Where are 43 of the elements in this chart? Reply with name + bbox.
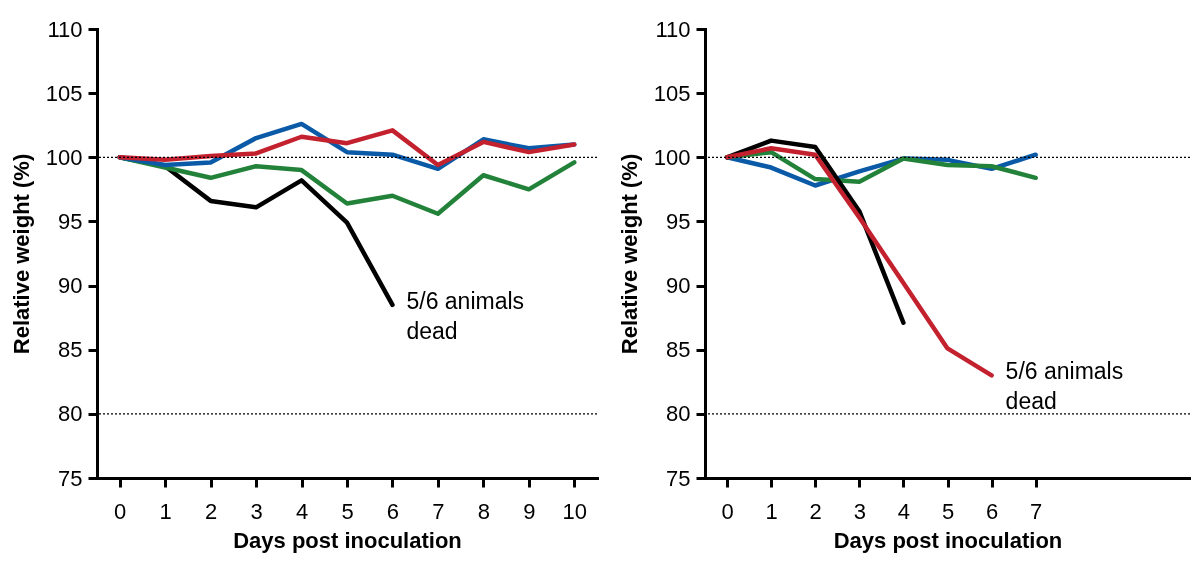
x-tick-label: 3 xyxy=(853,498,866,524)
x-tick-label: 5 xyxy=(341,498,354,524)
y-tick-label: 85 xyxy=(58,337,83,363)
x-tick-label: 7 xyxy=(1030,498,1043,524)
annotation: 5/6 animals dead xyxy=(406,287,525,344)
x-tick-label: 5 xyxy=(941,498,955,524)
y-tick-label: 105 xyxy=(653,80,691,106)
x-tick-label: 6 xyxy=(386,498,400,524)
y-tick-label: 100 xyxy=(653,144,691,170)
y-tick-label: 110 xyxy=(655,16,691,42)
annotation: 5/6 animals dead xyxy=(1005,358,1124,415)
x-tick-label: 2 xyxy=(809,498,822,524)
x-tick-label: 8 xyxy=(477,498,490,524)
y-tick-label: 75 xyxy=(58,465,83,491)
x-tick-label: 4 xyxy=(295,498,309,524)
x-tick-label: 9 xyxy=(523,498,536,524)
y-tick-label: 90 xyxy=(666,273,691,299)
y-tick-label: 85 xyxy=(666,337,691,363)
y-tick-label: 95 xyxy=(58,208,83,234)
x-tick-label: 6 xyxy=(985,498,999,524)
y-axis-title: Relative weight (%) xyxy=(8,153,34,355)
x-tick-label: 7 xyxy=(432,498,445,524)
x-tick-label: 1 xyxy=(159,498,172,524)
y-tick-label: 80 xyxy=(58,401,83,427)
x-axis-title: Days post inoculation xyxy=(233,527,462,553)
x-tick-label: 2 xyxy=(205,498,218,524)
line-series xyxy=(117,128,577,168)
x-axis-title: Days post inoculation xyxy=(833,527,1063,553)
y-tick-label: 100 xyxy=(45,144,83,170)
y-tick-label: 105 xyxy=(45,80,83,106)
x-tick-label: 4 xyxy=(897,498,911,524)
y-tick-label: 110 xyxy=(47,16,83,42)
x-tick-label: 0 xyxy=(721,498,734,524)
y-tick-label: 90 xyxy=(58,273,83,299)
x-tick-label: 0 xyxy=(114,498,127,524)
x-tick-label: 10 xyxy=(562,498,588,524)
x-tick-label: 3 xyxy=(250,498,263,524)
x-tick-label: 1 xyxy=(765,498,778,524)
y-tick-label: 80 xyxy=(666,401,691,427)
y-axis-title: Relative weight (%) xyxy=(616,153,642,355)
y-tick-label: 95 xyxy=(666,208,691,234)
line-series xyxy=(724,146,994,378)
y-tick-label: 75 xyxy=(666,465,691,491)
